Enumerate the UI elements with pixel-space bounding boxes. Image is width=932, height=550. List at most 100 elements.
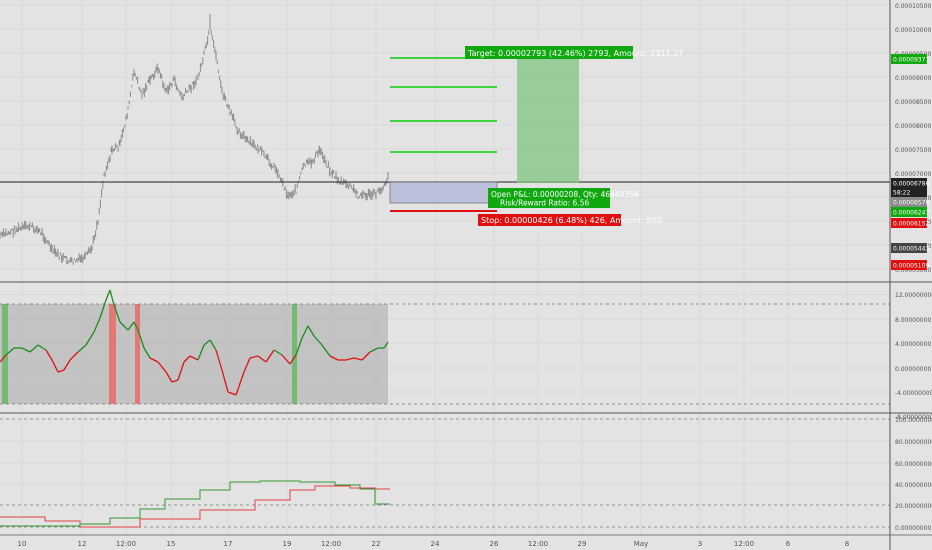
oscillator-segment (243, 357, 251, 373)
oscillator-tick-label: 12.00000000 (895, 292, 932, 299)
signal-bar-red (109, 304, 116, 404)
price-tag (891, 243, 927, 253)
price-tick-label: 0.00010500 (895, 3, 931, 10)
oscillator-segment (109, 289, 115, 306)
time-axis[interactable]: 10 12 12:00 15 17 19 12:00 22 24 26 12:00 29 May 3 12:… (18, 540, 850, 548)
oscillator-segment (143, 347, 151, 359)
oscillator-segment (165, 371, 173, 383)
signal-bar-green (2, 304, 8, 404)
oscillator-segment (321, 344, 331, 357)
time-tick-label: 17 (224, 540, 233, 548)
oscillator-segment (85, 331, 95, 346)
oscillator-segment (105, 289, 111, 301)
signal-bar-red (135, 304, 140, 404)
oscillator-segment (189, 355, 199, 361)
lower-tick-label: 60.00000000 (895, 461, 932, 468)
oscillator-segment (383, 341, 389, 349)
oscillator-segment (177, 361, 185, 381)
lower-tick-label: 100.00000000 (895, 417, 932, 424)
time-tick-label: 12:00 (321, 540, 341, 548)
oscillator-segment (51, 359, 59, 373)
oscillator-segment (183, 355, 191, 363)
oscillator-segment (353, 357, 363, 361)
oscillator-tick-label: 8.00000000 (895, 317, 931, 324)
price-tick-label: 0.00005000 (895, 267, 931, 274)
open-pnl-box (488, 188, 610, 208)
price-tag-label: 0.00009371 (893, 57, 929, 64)
oscillator-tick-label: 4.00000000 (895, 341, 931, 348)
price-tick-label: 0.00008500 (895, 99, 931, 106)
lower-tick-label: 20.00000000 (895, 503, 932, 510)
time-tick-label: 12 (78, 540, 87, 548)
time-tick-label: 12:00 (116, 540, 136, 548)
green-step-line (0, 480, 390, 527)
entry-zone[interactable] (389, 181, 498, 204)
oscillator-segment (113, 304, 121, 323)
oscillator-segment (307, 325, 315, 337)
time-tick-label: 10 (18, 540, 27, 548)
long-position-tool[interactable]: Target: 0.00002793 (42.46%) 2793, Amount… (389, 46, 683, 226)
time-tick-label: 12:00 (734, 540, 754, 548)
time-tick-label: 6 (786, 540, 791, 548)
oscillator-segment (265, 349, 275, 363)
oscillator-segment (203, 339, 211, 346)
oscillator-segment (37, 344, 47, 351)
oscillator-segment (221, 369, 229, 393)
price-candles (0, 14, 389, 265)
oscillator-segment (281, 354, 291, 365)
oscillator-segment (127, 321, 135, 331)
oscillator-tick-label: -4.00000000 (895, 390, 932, 397)
time-tick-label: 3 (698, 540, 702, 548)
price-tag-label: 0.00006578 (893, 200, 929, 207)
price-tag (891, 178, 927, 188)
oscillator-segment (69, 351, 79, 361)
oscillator-segment (57, 369, 65, 373)
profit-zone[interactable] (517, 57, 579, 183)
oscillator-segment (21, 347, 31, 353)
grid-lines (0, 0, 890, 535)
oscillator-segment (137, 329, 145, 349)
oscillator-segment (119, 321, 129, 331)
oscillator-segment (369, 347, 379, 353)
target-label: Target: 0.00002793 (42.46%) 2793, Amount… (467, 49, 683, 58)
oscillator-segment (63, 359, 71, 371)
price-tag-label: 0.00006152 (893, 221, 929, 228)
price-tag (891, 218, 927, 228)
oscillator-segment (249, 355, 259, 359)
oscillator-segment (329, 355, 339, 361)
price-tick-label: 0.00007500 (895, 147, 931, 154)
time-tick-label: 26 (490, 540, 499, 548)
oscillator-segment (149, 357, 159, 363)
time-tick-label: 12:00 (528, 540, 548, 548)
stop-label: Stop: 0.00000426 (6.48%) 426, Amount: 80… (481, 216, 662, 225)
price-tick-label: 0.00009000 (895, 75, 931, 82)
price-axis[interactable]: 0.000105000.000100000.000095000.00009000… (891, 3, 932, 532)
time-tick-label: 29 (578, 540, 587, 548)
time-tick-label: 24 (431, 540, 440, 548)
oscillator-pane (0, 289, 890, 405)
oscillator-segment (313, 335, 323, 346)
price-tag-label: 0.00005109 (893, 263, 929, 270)
oscillator-segment (5, 347, 15, 356)
lower-tick-label: 40.00000000 (895, 482, 932, 489)
oscillator-segment (197, 344, 205, 361)
oscillator-segment (93, 317, 101, 333)
price-tag-label: 58:22 (893, 190, 910, 197)
oscillator-segment (29, 344, 39, 353)
lower-tick-label: 80.00000000 (895, 439, 932, 446)
time-tick-label: 15 (167, 540, 176, 548)
oscillator-segment (301, 325, 309, 339)
target-label-box (465, 46, 633, 59)
oscillator-segment (227, 391, 237, 396)
oscillator-tick-label: -8.00000000 (895, 414, 932, 421)
price-tag (891, 54, 927, 64)
price-tag (891, 207, 927, 217)
lower-tick-label: 0.00000000 (895, 525, 931, 532)
time-tick-label: 19 (283, 540, 292, 548)
oscillator-segment (235, 371, 245, 396)
time-tick-label: May (634, 540, 648, 548)
risk-reward-label: Risk/Reward Ratio: 6.56 (500, 199, 589, 208)
oscillator-segment (295, 337, 303, 356)
